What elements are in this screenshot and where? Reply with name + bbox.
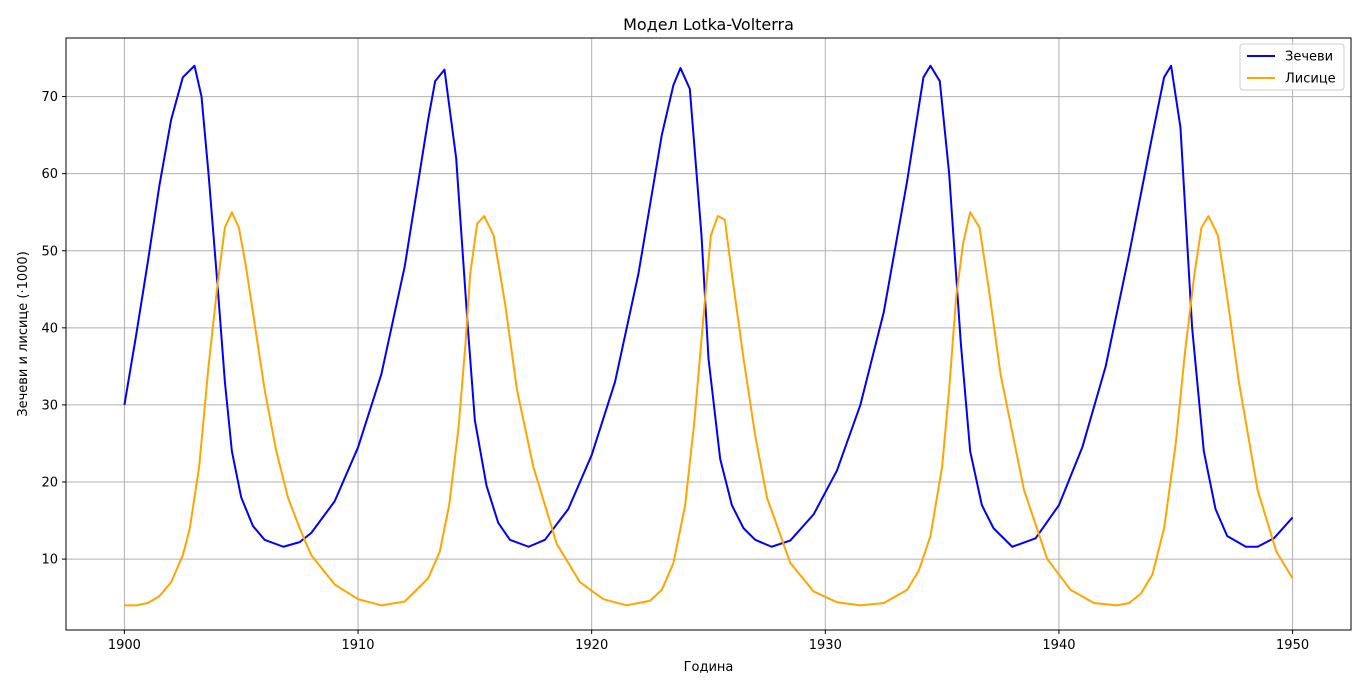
x-tick-label: 1910 (341, 638, 374, 653)
y-tick-label: 50 (41, 244, 58, 259)
x-tick-label: 1930 (809, 638, 842, 653)
legend-label-series-2: Лисице (1285, 72, 1336, 87)
x-axis-label: Година (684, 660, 734, 675)
y-tick-label: 40 (41, 321, 58, 336)
x-tick-label: 1950 (1276, 638, 1309, 653)
y-tick-label: 60 (41, 167, 58, 182)
y-tick-label: 10 (41, 553, 58, 568)
x-tick-label: 1940 (1042, 638, 1075, 653)
x-tick-label: 1920 (575, 638, 608, 653)
y-axis-label: Зечеви и лисице (·1000) (16, 251, 31, 417)
legend: Зечеви Лисице (1239, 43, 1345, 91)
chart-title: Модел Lotka-Volterra (623, 15, 794, 34)
series-line-2 (124, 211, 1294, 607)
series-line-1 (123, 64, 1294, 548)
y-tick-label: 30 (41, 398, 58, 413)
y-tick-label: 70 (41, 90, 58, 105)
y-tick-label: 20 (41, 476, 58, 491)
grid (66, 38, 1351, 630)
axis-ticks: 1900 1910 1920 1930 1940 1950 10 20 30 40 50 60 70 (41, 90, 1309, 653)
plot-frame (65, 37, 1352, 631)
x-tick-label: 1900 (108, 638, 141, 653)
series-lines (123, 64, 1294, 607)
legend-label-series-1: Зечеви (1285, 50, 1333, 65)
